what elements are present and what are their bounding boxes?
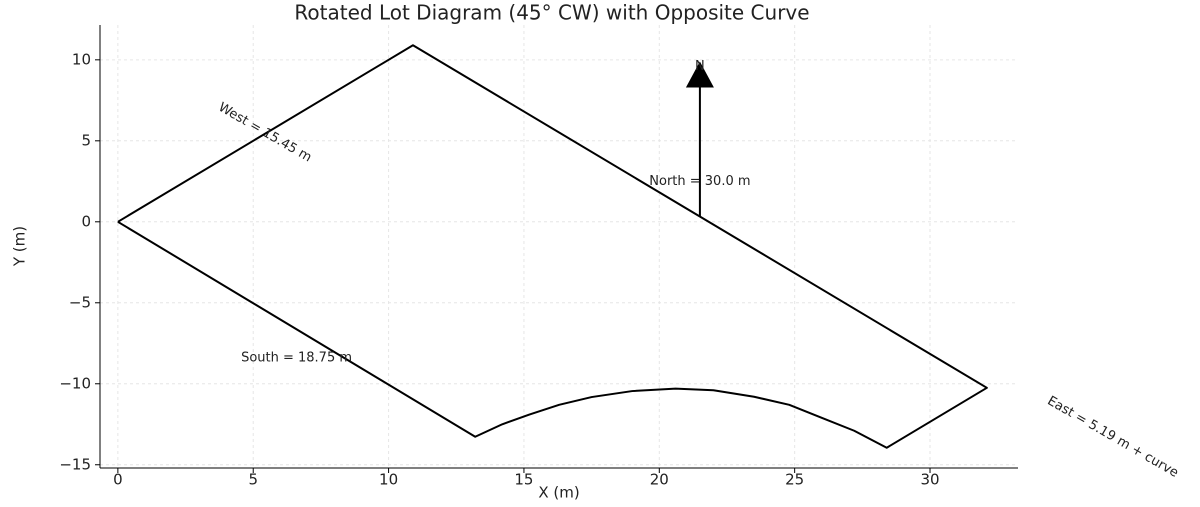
y-tick-label: 0 [81,212,91,230]
x-tick-label: 25 [785,471,804,489]
annotation: West = 15.45 m [216,100,315,166]
annotation: North = 30.0 m [649,174,750,189]
y-tick-label: −15 [59,455,91,473]
annotation: East = 5.19 m + curve [1045,394,1181,481]
y-tick-label: 5 [81,131,91,149]
x-tick-label: 5 [248,471,258,489]
y-tick-label: −5 [69,293,91,311]
x-tick-label: 15 [514,471,533,489]
annotation: South = 18.75 m [241,350,352,365]
y-tick-label: −10 [59,374,91,392]
north-arrow-head [685,61,714,88]
y-tick-label: 10 [72,50,91,68]
annotation: N [695,59,705,74]
x-axis-label: X (m) [538,484,579,502]
x-tick-label: 20 [650,471,669,489]
x-tick-label: 10 [379,471,398,489]
x-tick-label: 30 [920,471,939,489]
chart-title: Rotated Lot Diagram (45° CW) with Opposi… [294,1,809,25]
x-tick-label: 0 [113,471,123,489]
y-axis-label: Y (m) [11,226,29,267]
lot-outline [117,44,988,449]
